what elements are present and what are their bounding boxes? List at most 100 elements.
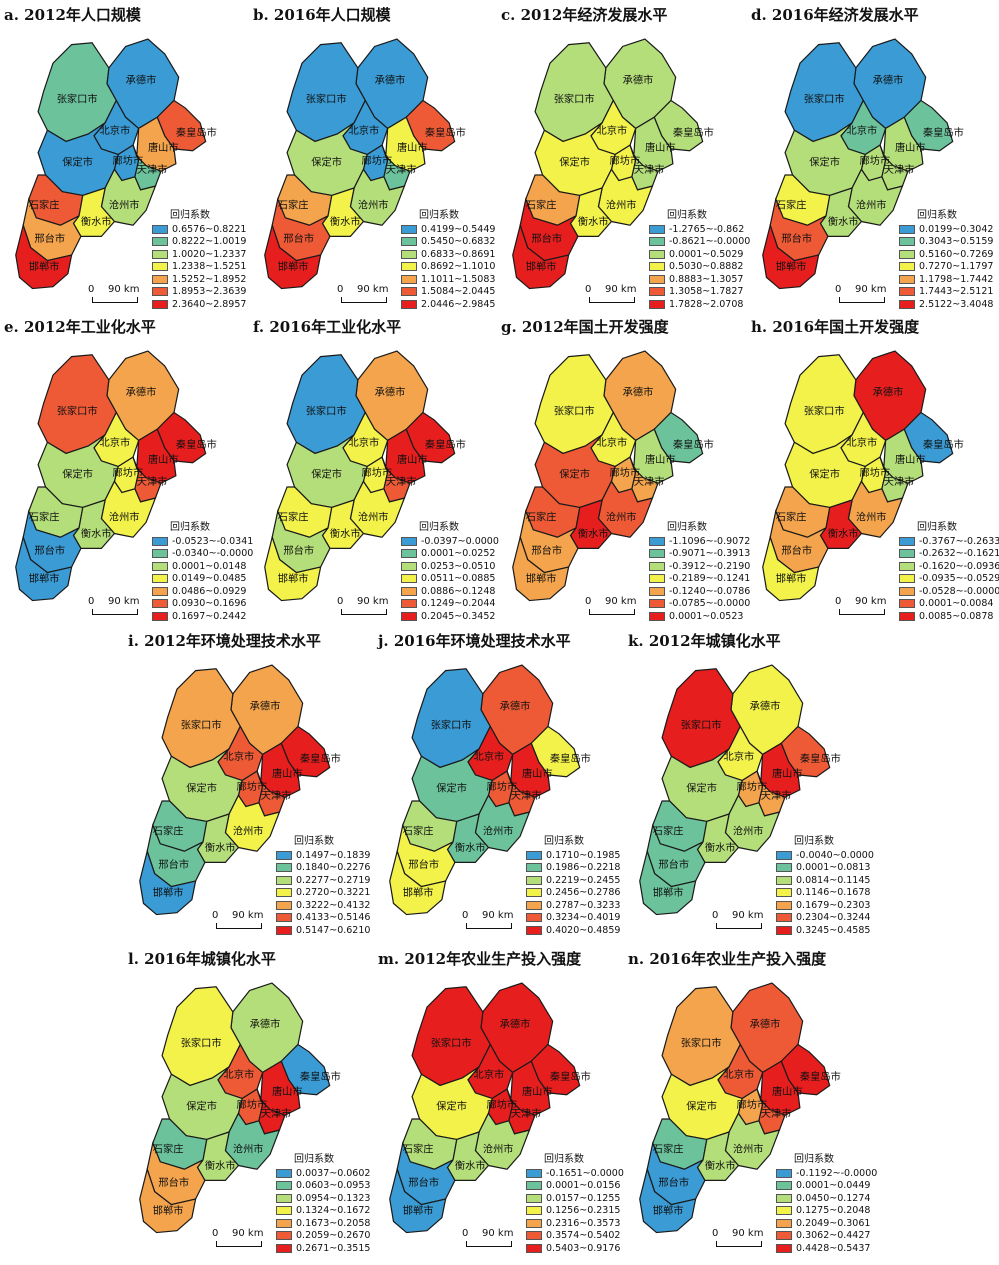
legend-swatch: [899, 274, 915, 284]
legend-item: 0.5147~0.6210: [276, 924, 370, 937]
legend: 回归系数 -0.1651~0.0000 0.0001~0.0156 0.0157~0.…: [526, 1150, 624, 1255]
city-label: 秦皇岛市: [673, 438, 714, 451]
city-label: 秦皇岛市: [550, 1070, 591, 1083]
legend-swatch: [276, 888, 292, 898]
legend-item: 0.0253~0.0510: [401, 560, 499, 573]
legend-range: 0.2671~0.3515: [296, 1242, 371, 1254]
legend-range: 0.2059~0.2670: [296, 1230, 371, 1242]
legend-item: 0.1146~0.1678: [776, 887, 874, 900]
legend-swatch: [649, 611, 665, 621]
region-12: [15, 535, 73, 602]
panel-title: b. 2016年人口规模: [253, 6, 391, 24]
region-8: [224, 794, 281, 852]
scale-distance: 90 km: [605, 596, 637, 607]
scale-distance: 90 km: [732, 910, 764, 921]
legend-swatch: [776, 1206, 792, 1216]
legend-title: 回归系数: [419, 522, 459, 533]
legend-swatch: [526, 1206, 542, 1216]
region-12: [762, 535, 820, 602]
legend-range: -0.3912~-0.2190: [669, 560, 751, 572]
legend-item: 0.0814~0.1145: [776, 874, 874, 887]
legend-swatch: [649, 274, 665, 284]
legend-range: 1.0020~1.2337: [172, 248, 247, 260]
region-12: [639, 1167, 697, 1234]
legend-item: 1.0020~1.2337: [152, 248, 246, 261]
city-label: 保定市: [62, 468, 93, 481]
region-8: [474, 794, 531, 852]
legend-item: 0.2049~0.3061: [776, 1217, 877, 1230]
legend-item: 0.3043~0.5159: [899, 236, 993, 249]
city-label: 秦皇岛市: [800, 752, 841, 765]
legend-range: 0.6833~0.8691: [421, 248, 496, 260]
legend-swatch: [276, 1231, 292, 1241]
legend-item: 0.0954~0.1323: [276, 1192, 370, 1205]
city-label: 石家庄: [776, 198, 807, 211]
city-label: 北京市: [100, 124, 131, 137]
city-label: 张家口市: [57, 404, 98, 417]
region-12: [15, 223, 73, 290]
legend-swatch: [401, 586, 417, 596]
legend-swatch: [276, 1218, 292, 1228]
legend-swatch: [649, 249, 665, 259]
legend-swatch: [276, 1193, 292, 1203]
legend-item: 0.6576~0.8221: [152, 223, 246, 236]
city-label: 承德市: [873, 74, 904, 87]
legend-item: 0.2671~0.3515: [276, 1242, 370, 1255]
legend-item: 0.2059~0.2670: [276, 1230, 370, 1243]
city-label: 天津市: [386, 163, 417, 176]
city-label: 衡水市: [828, 215, 859, 228]
legend-item: 0.1673~0.2058: [276, 1217, 370, 1230]
panel-title: i. 2012年环境处理技术水平: [128, 632, 321, 650]
map-panel: j. 2016年环境处理技术水平 承德市 张家口市 北京市 秦皇岛市 廊坊市 唐山市 天津市 保…: [378, 630, 628, 945]
region-12: [389, 849, 447, 916]
city-label: 秦皇岛市: [550, 752, 591, 765]
city-label: 张家口市: [681, 718, 722, 731]
legend-item: 1.2338~1.5251: [152, 261, 246, 274]
legend-swatch: [401, 274, 417, 284]
scale-zero: 0: [337, 596, 344, 607]
city-label: 廊坊市: [610, 154, 641, 167]
legend-range: 0.1673~0.2058: [296, 1217, 371, 1229]
legend-item: 0.1275~0.2048: [776, 1205, 877, 1218]
legend-swatch: [401, 561, 417, 571]
legend-item: 0.0511~0.0885: [401, 573, 499, 586]
city-label: 沧州市: [109, 198, 140, 211]
scale-line: [341, 297, 387, 303]
legend-item: 0.4428~0.5437: [776, 1242, 877, 1255]
scale-line: [216, 1241, 262, 1247]
legend-item: 1.7443~2.5121: [899, 286, 993, 299]
city-label: 保定市: [186, 782, 217, 795]
legend-item: -0.1620~-0.0936: [899, 560, 999, 573]
legend: 回归系数 0.0037~0.0602 0.0603~0.0953 0.0954~0.1…: [276, 1150, 370, 1255]
legend-range: 0.0450~0.1274: [796, 1192, 871, 1204]
legend-title: 回归系数: [544, 1154, 584, 1165]
legend-swatch: [899, 249, 915, 259]
scale-zero: 0: [88, 284, 95, 295]
scale-zero: 0: [712, 910, 719, 921]
scale-bar: 0 90 km: [208, 910, 278, 932]
legend-swatch: [526, 850, 542, 860]
scale-zero: 0: [88, 596, 95, 607]
city-label: 天津市: [634, 475, 665, 488]
legend-item: 0.0199~0.3042: [899, 223, 993, 236]
city-label: 唐山市: [645, 141, 676, 154]
city-label: 沧州市: [856, 198, 887, 211]
legend-swatch: [526, 863, 542, 873]
legend-item: -0.8621~-0.0000: [649, 236, 750, 249]
legend-item: -0.2189~-0.1241: [649, 573, 750, 586]
legend-swatch: [152, 611, 168, 621]
legend-swatch: [401, 599, 417, 609]
map-panel: b. 2016年人口规模 承德市 张家口市 北京市 秦皇岛市 廊坊市 唐山市 天津市 保定市 沧州…: [253, 4, 503, 319]
legend-range: 0.1256~0.2315: [546, 1205, 621, 1217]
legend-range: -0.0528~-0.0000: [919, 585, 999, 597]
city-label: 石家庄: [278, 198, 309, 211]
city-label: 邯郸市: [653, 1204, 684, 1217]
legend-item: 0.0149~0.0485: [152, 573, 253, 586]
legend-item: 0.1679~0.2303: [776, 899, 874, 912]
map-panel: c. 2012年经济发展水平 承德市 张家口市 北京市 秦皇岛市 廊坊市 唐山市 天津市 保定市…: [501, 4, 751, 319]
legend-swatch: [899, 299, 915, 309]
region-12: [512, 535, 570, 602]
legend-item: -0.0397~0.0000: [401, 535, 499, 548]
legend-range: 1.1011~1.5083: [421, 273, 496, 285]
